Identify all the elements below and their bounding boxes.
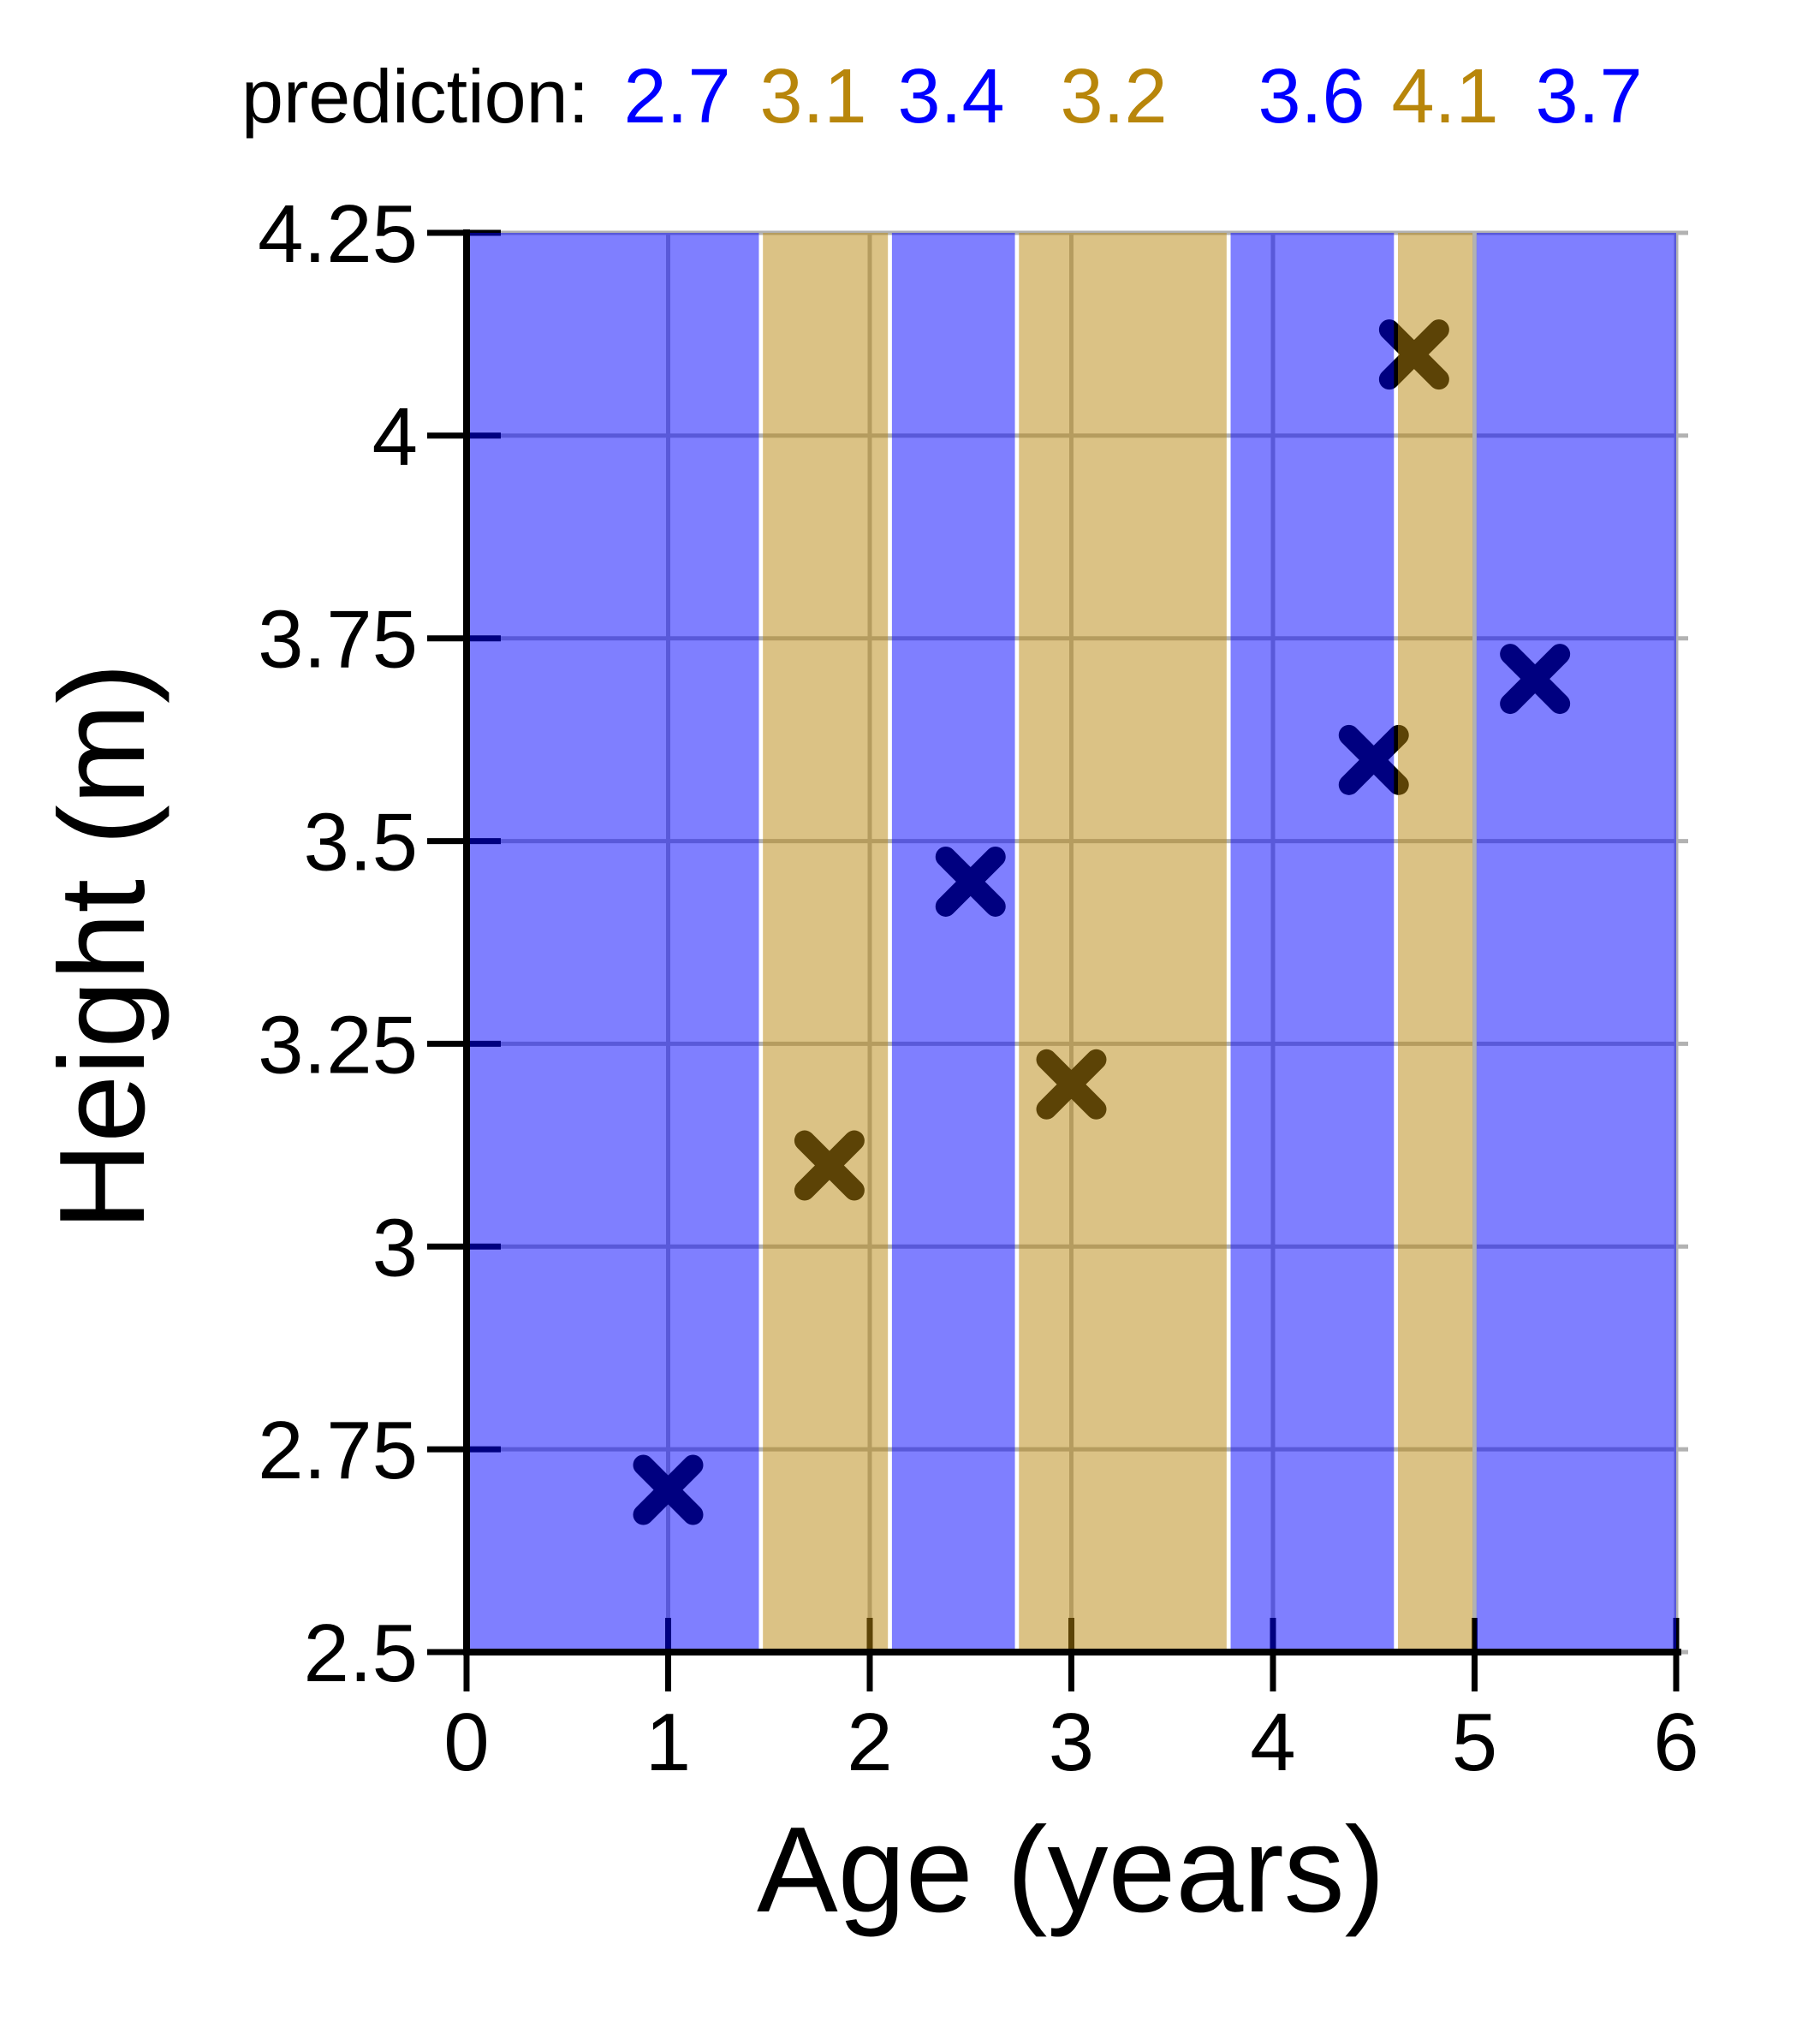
x-tick-label: 4	[1250, 1697, 1295, 1788]
prediction-band-tan	[1019, 233, 1227, 1652]
prediction-band-tan	[763, 233, 889, 1652]
prediction-value-label: 4.1	[1391, 54, 1498, 140]
y-tick-label: 4.25	[258, 188, 418, 280]
x-tick-label: 2	[847, 1697, 892, 1788]
x-tick-label: 3	[1049, 1697, 1094, 1788]
y-tick-label: 4	[372, 391, 418, 483]
prediction-band-blue	[1476, 233, 1676, 1652]
x-tick-label: 1	[645, 1697, 691, 1788]
y-axis-label: Height (m)	[34, 663, 170, 1231]
y-tick-label: 2.75	[258, 1405, 418, 1496]
prediction-value-label: 3.6	[1258, 54, 1365, 140]
prediction-header-label: prediction:	[241, 54, 589, 139]
prediction-value-label: 3.4	[897, 54, 1004, 140]
y-tick-label: 2.5	[304, 1608, 418, 1699]
y-tick-label: 3.75	[258, 594, 418, 686]
prediction-band-blue	[891, 233, 1015, 1652]
y-tick-label: 3.5	[304, 797, 418, 889]
x-tick-label: 0	[443, 1697, 489, 1788]
prediction-value-label: 3.1	[759, 54, 866, 140]
prediction-bands-layer	[467, 233, 1676, 1652]
prediction-band-tan	[1398, 233, 1473, 1652]
x-tick-label: 6	[1653, 1697, 1698, 1788]
y-tick-label: 3.25	[258, 999, 418, 1091]
prediction-value-label: 3.2	[1060, 54, 1167, 140]
prediction-band-blue	[1230, 233, 1395, 1652]
x-tick-label: 5	[1452, 1697, 1497, 1788]
prediction-value-label: 3.7	[1535, 54, 1642, 140]
prediction-value-label: 2.7	[623, 54, 730, 140]
x-axis-label: Age (years)	[757, 1802, 1385, 1938]
text-layer: prediction: Age (years) Height (m) 0 1 2 3 4…	[34, 54, 1699, 1938]
prediction-band-blue	[467, 233, 759, 1652]
y-tick-label: 3	[372, 1202, 418, 1293]
axes-spines-layer	[463, 229, 1681, 1655]
